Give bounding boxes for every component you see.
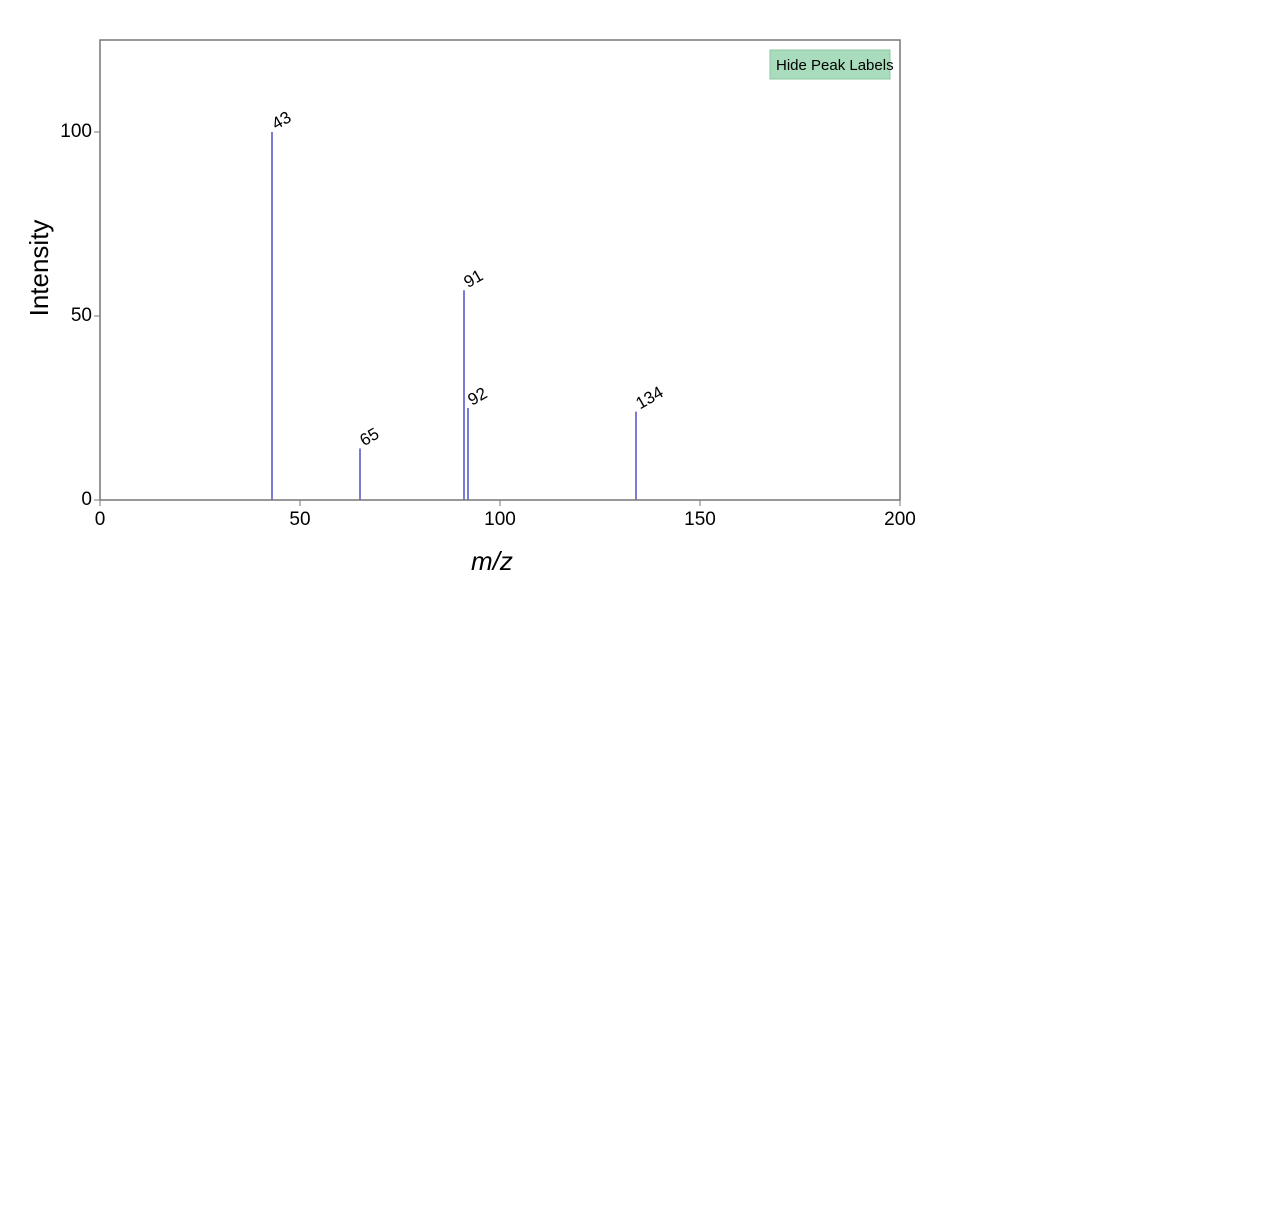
x-tick-label: 50 (289, 509, 310, 530)
hide-peak-labels-button[interactable]: Hide Peak Labels (769, 49, 894, 80)
plot-frame (99, 39, 901, 501)
axes: 0 50 100 150 200 0 50 100 (60, 39, 916, 530)
x-tick-label: 200 (884, 509, 916, 530)
peak-label: 92 (465, 384, 491, 410)
y-axis-title: Intensity (24, 220, 54, 317)
x-tick-label: 100 (484, 509, 516, 530)
x-tick-label: 0 (95, 509, 106, 530)
y-tick-label: 100 (60, 121, 92, 142)
hide-peak-labels-button-bg[interactable] (769, 49, 891, 80)
peak-label: 134 (633, 383, 667, 414)
x-tick-label: 150 (684, 509, 716, 530)
peak-label: 65 (357, 424, 383, 450)
x-axis-title: m/z (471, 546, 513, 576)
peak-label: 43 (269, 108, 295, 134)
peak-label: 91 (461, 266, 487, 292)
hide-peak-labels-button-label[interactable]: Hide Peak Labels (776, 57, 894, 74)
y-tick-label: 0 (81, 489, 92, 510)
y-tick-label: 50 (71, 305, 92, 326)
plot-area: 43 65 91 92 134 (269, 108, 667, 500)
